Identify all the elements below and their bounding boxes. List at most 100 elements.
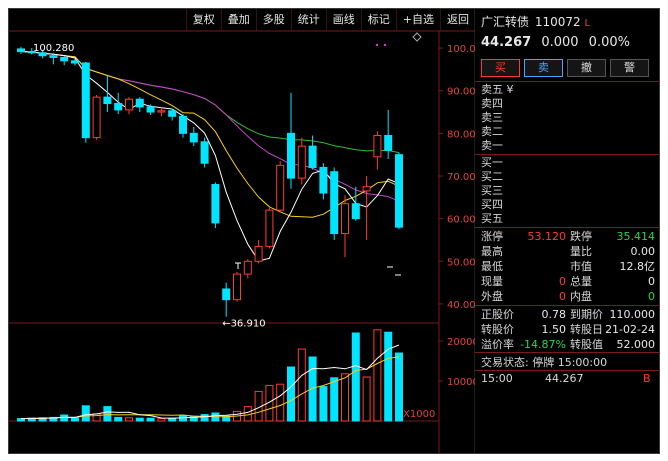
kline-chart[interactable]: 100.0 90.00 80.00 70.00 60.00 50.00 40.00 20000…	[9, 9, 475, 454]
volume-bar	[81, 405, 90, 422]
outer-volume-label: 外盘	[481, 290, 503, 303]
marker-dot	[383, 43, 387, 47]
stock-price-value: 0.78	[541, 308, 567, 321]
premium-rate-value: -14.87%	[520, 338, 566, 351]
current-volume-value: 0	[559, 275, 566, 288]
statistics-button[interactable]: 统计	[290, 9, 326, 31]
volume-ratio-label: 量比	[570, 245, 592, 258]
conversion-value-label: 转股值	[570, 338, 603, 351]
candle	[373, 134, 382, 158]
price-axis-label: 80.00	[447, 129, 475, 140]
volume-bar	[276, 383, 285, 422]
high-price-marker: 100.280	[33, 43, 74, 54]
candle	[211, 184, 220, 224]
price-line: 44.267 0.000 0.00%	[481, 35, 636, 50]
ma10-line	[20, 51, 400, 218]
restore-rights-button[interactable]: 复权	[185, 9, 221, 31]
diamond-icon	[412, 32, 422, 42]
volume-axis-label: 10000	[447, 377, 475, 388]
quote-panel: 广汇转债 110072 L 44.267 0.000 0.00% 买 卖 撤 警…	[475, 9, 659, 453]
volume-bar	[395, 352, 403, 422]
market-cap-label: 市值	[570, 260, 592, 273]
bid-level-4: 买四	[481, 198, 503, 211]
candle	[60, 56, 69, 62]
candle	[254, 245, 263, 262]
conversion-value-value: 52.000	[616, 338, 656, 351]
multi-stock-button[interactable]: 多股	[255, 9, 291, 31]
volume-bar	[103, 406, 112, 422]
alert-button[interactable]: 警	[610, 59, 649, 77]
limit-down-value: 35.414	[616, 230, 656, 243]
candle	[265, 209, 274, 247]
volume-bar	[330, 377, 339, 422]
candle	[233, 273, 241, 301]
trading-status: 交易状态: 停牌 15:00:00	[481, 356, 608, 369]
sell-button[interactable]: 卖	[524, 59, 563, 77]
limit-down-label: 跌停	[570, 230, 592, 243]
bid-level-3: 买三	[481, 184, 503, 197]
volume-bar	[114, 416, 123, 422]
add-watchlist-button[interactable]: +自选	[395, 9, 440, 31]
draw-line-button[interactable]: 画线	[325, 9, 361, 31]
bid-book: 买一 买二 买三 买四 买五	[481, 156, 657, 226]
candle	[341, 203, 349, 235]
divider	[475, 81, 659, 82]
back-button[interactable]: 返回	[440, 9, 475, 31]
volume-bar	[319, 386, 328, 422]
ask-level-5: 卖五 ¥	[481, 83, 514, 96]
divider	[475, 352, 659, 353]
mark-button[interactable]: 标记	[360, 9, 396, 31]
limit-up-label: 涨停	[481, 230, 503, 243]
tick-time: 15:00	[481, 372, 513, 385]
stock-window: 复权 叠加 多股 统计 画线 标记 +自选 返回 100.0 90.00 80.00…	[8, 8, 660, 454]
price-axis-label: 100.0	[447, 44, 475, 55]
candle	[189, 132, 198, 143]
cancel-order-button[interactable]: 撤	[567, 59, 606, 77]
marker-dot	[375, 43, 379, 47]
stats-row: 溢价率 -14.87% 转股值 52.000	[481, 337, 659, 352]
stats-block: 涨停 53.120 跌停 35.414 最高 量比 0.00 最低 市值 12.8亿 现…	[481, 229, 659, 304]
divider	[475, 154, 659, 155]
candle	[351, 203, 360, 220]
volume-bar	[265, 384, 274, 422]
volume-axis-label: 20000	[447, 337, 475, 348]
total-volume-value: 0	[648, 275, 655, 288]
price-axis-label: 70.00	[447, 172, 475, 183]
price-change: 0.000	[541, 35, 579, 50]
conversion-price-value: 1.50	[541, 323, 567, 336]
ask-level-4: 卖四	[481, 97, 503, 110]
candle	[114, 103, 123, 111]
candle	[168, 110, 177, 117]
stats-row: 外盘 0 内盘 0	[481, 289, 659, 304]
price-change-pct: 0.00%	[588, 35, 630, 50]
candle	[146, 106, 155, 113]
market-cap-value: 12.8亿	[619, 260, 656, 273]
current-volume-label: 现量	[481, 275, 503, 288]
premium-rate-label: 溢价率	[481, 338, 514, 351]
price-axis-label: 60.00	[447, 215, 475, 226]
divider	[475, 227, 659, 228]
candle	[38, 52, 47, 57]
price-axis-label: 40.00	[447, 300, 475, 311]
price-axis-label: 50.00	[447, 257, 475, 268]
overlay-button[interactable]: 叠加	[220, 9, 256, 31]
volume-bar	[308, 356, 317, 422]
candle	[297, 145, 306, 179]
stats-row: 最高 量比 0.00	[481, 244, 659, 259]
security-name: 广汇转债	[481, 15, 530, 29]
candle	[243, 260, 252, 275]
candle	[27, 50, 36, 54]
ask-level-1: 卖一	[481, 139, 503, 152]
ma20-line	[20, 51, 400, 202]
buy-button[interactable]: 买	[481, 59, 520, 77]
stats-row: 最低 市值 12.8亿	[481, 259, 659, 274]
stock-price-label: 正股价	[481, 308, 514, 321]
candle	[81, 62, 90, 139]
bid-level-2: 买二	[481, 170, 503, 183]
candle	[92, 96, 101, 139]
maturity-price-value: 110.000	[609, 308, 656, 321]
convertible-stats: 正股价 0.78 到期价 110.000 转股价 1.50 转股日 21-02-24 溢…	[481, 307, 659, 352]
candle	[276, 164, 285, 211]
volume-bar	[71, 417, 79, 422]
candle	[71, 60, 79, 64]
